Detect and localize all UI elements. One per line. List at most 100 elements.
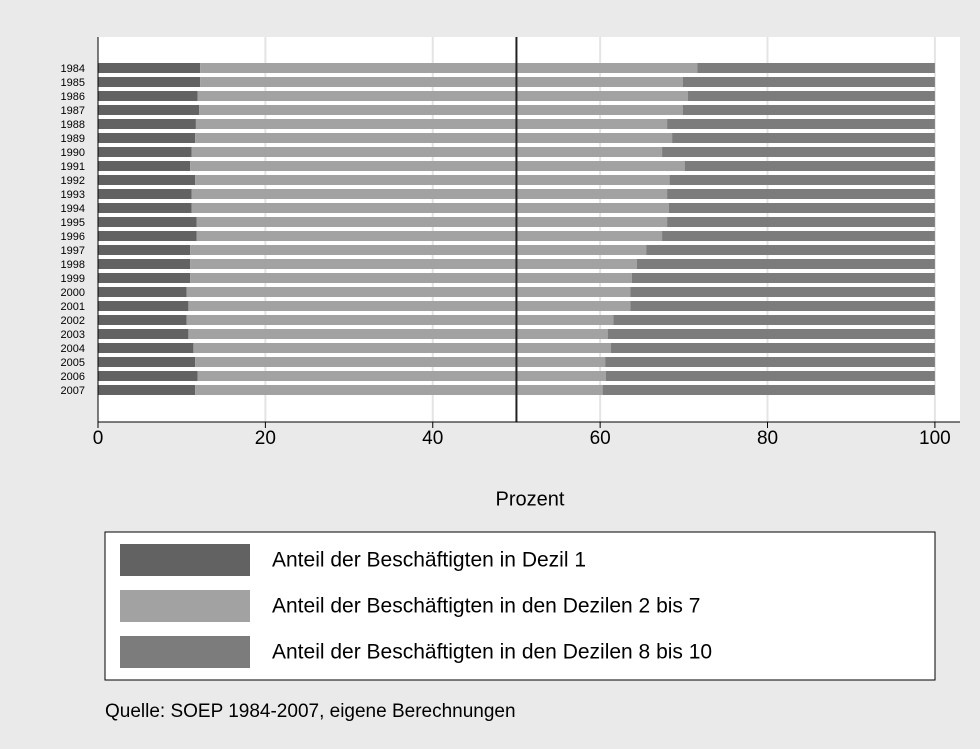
x-tick-label: 100 bbox=[919, 428, 951, 449]
y-tick-label: 1986 bbox=[61, 91, 85, 103]
bar-segment bbox=[98, 161, 191, 171]
y-tick-label: 1996 bbox=[61, 231, 85, 243]
legend-swatch bbox=[120, 636, 250, 668]
bar-segment bbox=[682, 105, 935, 115]
bar-segment bbox=[662, 147, 935, 157]
bar-segment bbox=[98, 175, 196, 185]
bar-segment bbox=[605, 357, 935, 367]
bar-segment bbox=[636, 259, 935, 269]
y-tick-label: 1990 bbox=[61, 147, 85, 159]
bar-segment bbox=[98, 315, 187, 325]
bar-segment bbox=[697, 63, 935, 73]
bar-segment bbox=[630, 301, 935, 311]
bar-segment bbox=[667, 217, 935, 227]
x-tick-label: 0 bbox=[93, 428, 104, 449]
y-tick-label: 2006 bbox=[61, 371, 85, 383]
bar-segment bbox=[667, 119, 935, 129]
bar-segment bbox=[98, 357, 196, 367]
bar-segment bbox=[98, 329, 189, 339]
bar-segment bbox=[186, 315, 614, 325]
legend-label: Anteil der Beschäftigten in Dezil 1 bbox=[272, 549, 586, 572]
bar-segment bbox=[98, 343, 194, 353]
bar-segment bbox=[672, 133, 935, 143]
bar-segment bbox=[98, 259, 191, 269]
x-tick-label: 60 bbox=[590, 428, 611, 449]
y-tick-label: 2007 bbox=[61, 385, 85, 397]
bar-segment bbox=[197, 371, 606, 381]
bar-segment bbox=[98, 385, 196, 395]
bar-segment bbox=[193, 343, 612, 353]
bar-segment bbox=[195, 119, 668, 129]
y-tick-label: 2003 bbox=[61, 329, 85, 341]
bar-segment bbox=[668, 203, 935, 213]
bar-segment bbox=[195, 385, 603, 395]
bar-segment bbox=[188, 329, 608, 339]
bar-segment bbox=[98, 147, 192, 157]
x-tick-label: 40 bbox=[422, 428, 443, 449]
y-tick-label: 1998 bbox=[61, 259, 85, 271]
x-tick-label: 20 bbox=[255, 428, 276, 449]
legend-label: Anteil der Beschäftigten in den Dezilen … bbox=[272, 595, 700, 618]
bar-segment bbox=[98, 203, 192, 213]
bar-segment bbox=[190, 259, 637, 269]
bar-segment bbox=[98, 371, 198, 381]
bar-segment bbox=[631, 273, 935, 283]
bar-segment bbox=[602, 385, 935, 395]
y-tick-label: 1995 bbox=[61, 217, 85, 229]
y-tick-label: 1997 bbox=[61, 245, 85, 257]
bar-segment bbox=[98, 301, 189, 311]
bar-segment bbox=[98, 217, 197, 227]
bar-segment bbox=[98, 63, 201, 73]
bar-segment bbox=[98, 105, 200, 115]
bar-segment bbox=[199, 105, 683, 115]
bar-segment bbox=[98, 133, 196, 143]
y-tick-label: 1988 bbox=[61, 119, 85, 131]
y-tick-label: 1987 bbox=[61, 105, 85, 117]
bar-segment bbox=[611, 343, 935, 353]
bar-segment bbox=[195, 175, 670, 185]
bar-segment bbox=[98, 77, 201, 87]
bar-segment bbox=[190, 273, 632, 283]
y-tick-label: 1989 bbox=[61, 133, 85, 145]
bar-segment bbox=[669, 175, 935, 185]
bar-segment bbox=[613, 315, 935, 325]
bar-segment bbox=[98, 287, 187, 297]
x-tick-label: 80 bbox=[757, 428, 778, 449]
bar-segment bbox=[98, 231, 197, 241]
bar-segment bbox=[682, 77, 935, 87]
bar-segment bbox=[190, 161, 685, 171]
y-tick-label: 1984 bbox=[61, 63, 85, 75]
bar-segment bbox=[98, 119, 196, 129]
bar-segment bbox=[197, 91, 689, 101]
bar-segment bbox=[630, 287, 935, 297]
bar-segment bbox=[191, 203, 669, 213]
y-tick-label: 2001 bbox=[61, 301, 85, 313]
x-axis-label: Prozent bbox=[496, 488, 565, 510]
bar-segment bbox=[191, 189, 668, 199]
y-tick-label: 1994 bbox=[61, 203, 85, 215]
y-tick-label: 2004 bbox=[61, 343, 85, 355]
bar-segment bbox=[646, 245, 935, 255]
bar-segment bbox=[605, 371, 935, 381]
bar-segment bbox=[196, 217, 668, 227]
y-tick-label: 1991 bbox=[61, 161, 85, 173]
y-tick-label: 2002 bbox=[61, 315, 85, 327]
bar-segment bbox=[200, 77, 683, 87]
bar-segment bbox=[195, 133, 673, 143]
bar-segment bbox=[195, 357, 606, 367]
bar-segment bbox=[667, 189, 935, 199]
y-tick-label: 1993 bbox=[61, 189, 85, 201]
bar-segment bbox=[191, 147, 663, 157]
bar-segment bbox=[98, 189, 192, 199]
bar-segment bbox=[200, 63, 698, 73]
bar-segment bbox=[607, 329, 935, 339]
source-note: Quelle: SOEP 1984-2007, eigene Berechnun… bbox=[105, 701, 516, 722]
bar-segment bbox=[98, 273, 191, 283]
y-tick-label: 1985 bbox=[61, 77, 85, 89]
bar-segment bbox=[688, 91, 935, 101]
bar-segment bbox=[188, 301, 631, 311]
bar-segment bbox=[662, 231, 935, 241]
y-tick-label: 2000 bbox=[61, 287, 85, 299]
bar-segment bbox=[98, 245, 191, 255]
bar-segment bbox=[186, 287, 631, 297]
